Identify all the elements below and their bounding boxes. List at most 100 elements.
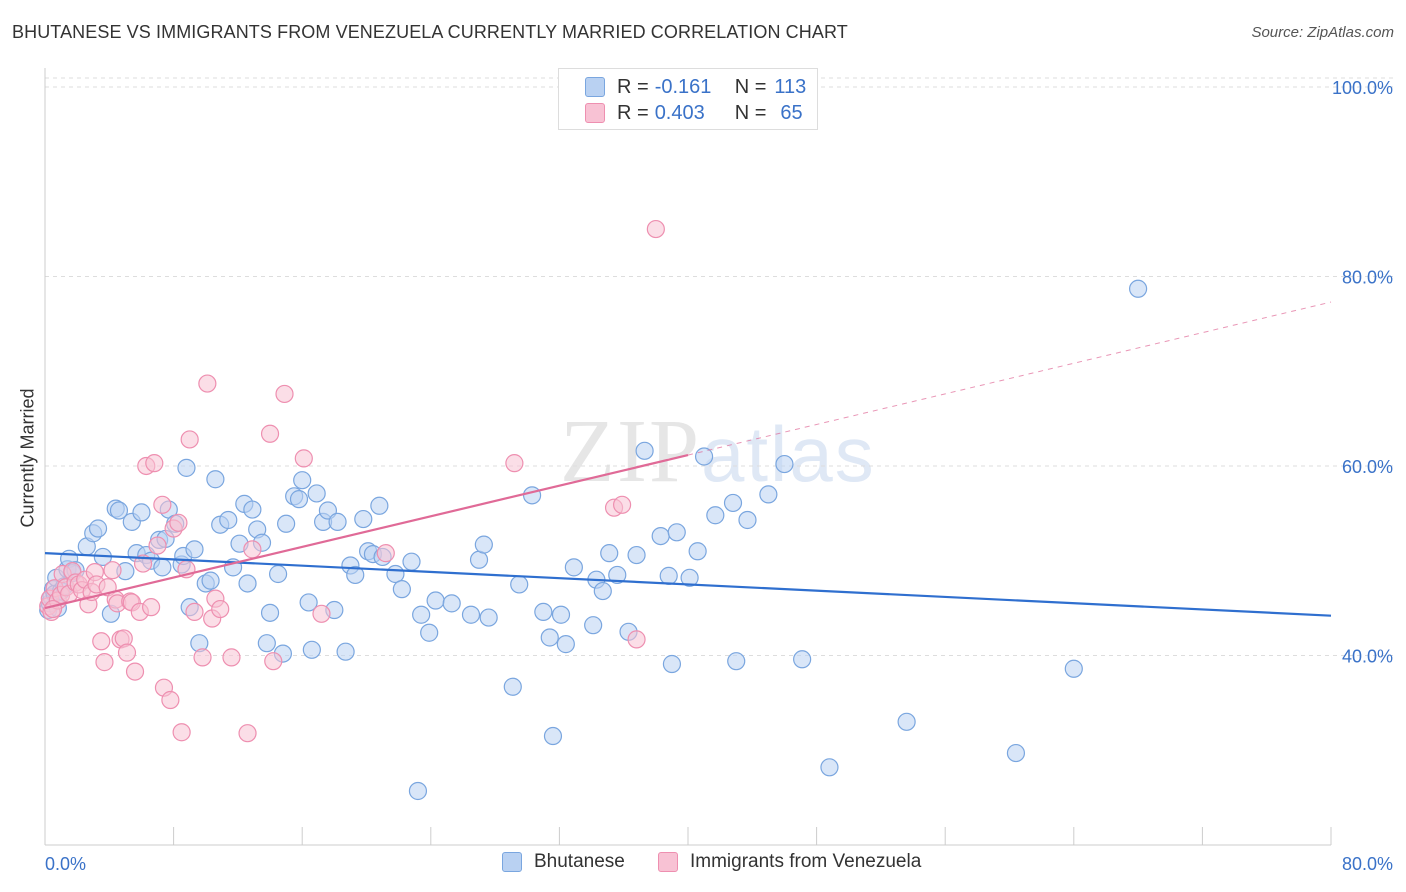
- point-bhutanese: [201, 571, 220, 590]
- point-venezuela: [92, 632, 111, 651]
- point-bhutanese: [564, 558, 583, 577]
- point-bhutanese: [522, 486, 542, 505]
- point-bhutanese: [206, 470, 225, 489]
- point-bhutanese: [238, 574, 257, 593]
- point-bhutanese: [346, 565, 365, 585]
- point-venezuela: [117, 643, 137, 662]
- point-bhutanese: [551, 605, 571, 624]
- point-bhutanese: [469, 550, 489, 569]
- legend-label-bhutanese: Bhutanese: [534, 851, 625, 872]
- point-bhutanese: [307, 484, 326, 503]
- legend-n-label: N =: [734, 101, 767, 124]
- legend-r-label: R =: [617, 101, 649, 124]
- point-bhutanese: [534, 602, 553, 622]
- point-bhutanese: [688, 542, 707, 561]
- point-bhutanese: [600, 544, 619, 563]
- point-bhutanese: [302, 640, 321, 659]
- legend-swatch-pink: [585, 103, 605, 123]
- point-bhutanese: [153, 558, 172, 577]
- point-bhutanese: [328, 512, 347, 531]
- point-venezuela: [275, 384, 294, 404]
- point-bhutanese: [540, 628, 559, 647]
- point-bhutanese: [299, 593, 318, 612]
- point-bhutanese: [694, 447, 714, 466]
- legend-r-value: 0.403: [654, 101, 705, 124]
- point-bhutanese: [289, 490, 309, 509]
- legend-row-venezuela: R = 0.403 N = 65: [585, 100, 803, 126]
- point-bhutanese: [260, 603, 280, 622]
- point-venezuela: [243, 540, 262, 559]
- point-venezuela: [125, 662, 145, 681]
- point-venezuela: [646, 219, 665, 239]
- point-bhutanese: [408, 781, 428, 801]
- y-tick-label: 100.0%: [1332, 78, 1393, 98]
- point-venezuela: [185, 602, 204, 622]
- point-bhutanese: [503, 677, 522, 696]
- point-bhutanese: [1006, 743, 1026, 763]
- point-venezuela: [172, 723, 191, 742]
- point-bhutanese: [635, 441, 654, 460]
- point-venezuela: [43, 599, 63, 619]
- point-bhutanese: [88, 519, 108, 538]
- point-bhutanese: [426, 591, 445, 610]
- y-tick-label: 80.0%: [1342, 267, 1393, 287]
- point-bhutanese: [723, 493, 743, 513]
- x-tick-label: 0.0%: [45, 854, 86, 874]
- legend-r-value: -0.161: [654, 75, 712, 98]
- point-venezuela: [95, 653, 114, 672]
- x-tick-label: 80.0%: [1342, 854, 1393, 874]
- point-bhutanese: [386, 564, 405, 584]
- point-bhutanese: [662, 654, 682, 674]
- point-bhutanese: [257, 634, 276, 653]
- legend-swatch-pink: [658, 852, 678, 872]
- point-venezuela: [141, 598, 161, 617]
- legend-label-venezuela: Immigrants from Venezuela: [690, 851, 922, 872]
- source-credit: Source: ZipAtlas.com: [1251, 24, 1394, 41]
- point-bhutanese: [659, 566, 678, 585]
- point-bhutanese: [608, 565, 627, 585]
- point-bhutanese: [593, 581, 612, 601]
- point-bhutanese: [680, 568, 699, 587]
- point-venezuela: [169, 513, 188, 532]
- chart-title: BHUTANESE VS IMMIGRANTS FROM VENEZUELA C…: [12, 22, 848, 42]
- point-bhutanese: [461, 605, 481, 624]
- point-bhutanese: [412, 605, 431, 624]
- point-venezuela: [238, 724, 257, 743]
- point-bhutanese: [474, 535, 493, 554]
- point-bhutanese: [392, 580, 411, 599]
- point-venezuela: [180, 430, 199, 449]
- point-bhutanese: [420, 623, 439, 642]
- point-bhutanese: [793, 650, 812, 669]
- point-venezuela: [198, 374, 217, 393]
- point-bhutanese: [442, 594, 461, 613]
- legend-n-value: 65: [780, 101, 803, 124]
- point-bhutanese: [556, 635, 575, 654]
- point-bhutanese: [293, 471, 312, 490]
- point-bhutanese: [185, 540, 204, 559]
- trend-line-venezuela: [44, 454, 689, 610]
- point-bhutanese: [543, 726, 563, 746]
- point-venezuela: [153, 495, 172, 514]
- point-venezuela: [145, 454, 164, 473]
- point-venezuela: [193, 648, 212, 667]
- point-bhutanese: [336, 642, 355, 661]
- legend-r-label: R =: [617, 75, 649, 98]
- point-bhutanese: [510, 575, 529, 594]
- point-bhutanese: [479, 608, 498, 627]
- legend-item-bhutanese: Bhutanese: [502, 851, 625, 873]
- point-venezuela: [627, 630, 646, 649]
- y-tick-label: 40.0%: [1342, 646, 1393, 666]
- point-bhutanese: [243, 500, 262, 519]
- watermark-atlas: atlas: [701, 410, 876, 498]
- series-legend: Bhutanese Immigrants from Venezuela: [0, 851, 1406, 879]
- point-bhutanese: [277, 514, 296, 533]
- legend-swatch-blue: [502, 852, 522, 872]
- point-bhutanese: [584, 616, 603, 635]
- point-bhutanese: [354, 509, 373, 529]
- point-venezuela: [264, 652, 283, 671]
- point-bhutanese: [759, 485, 778, 504]
- point-bhutanese: [727, 652, 746, 671]
- y-tick-label: 60.0%: [1342, 457, 1393, 477]
- point-venezuela: [148, 536, 167, 555]
- point-bhutanese: [109, 501, 129, 520]
